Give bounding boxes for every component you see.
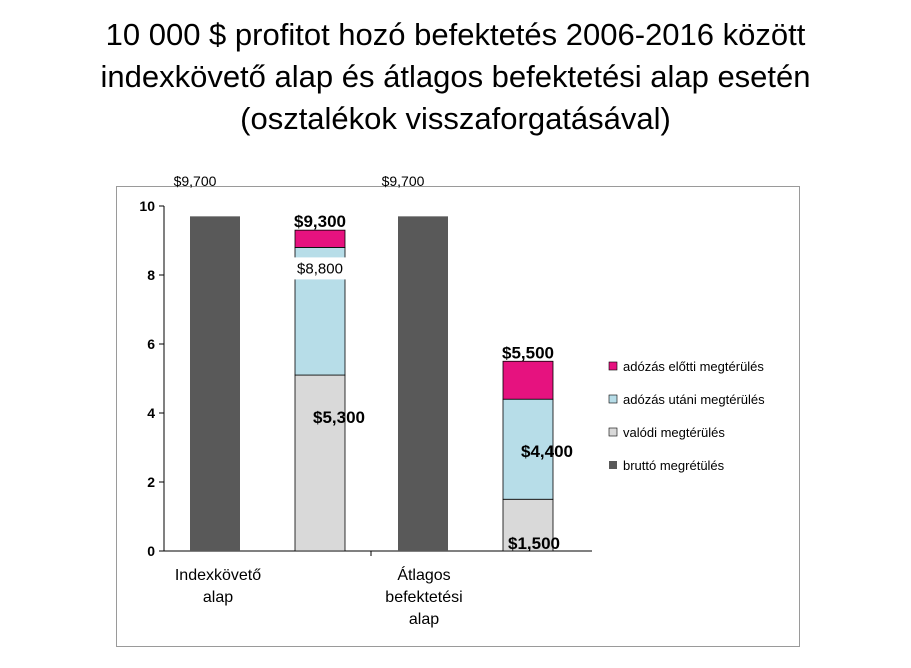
title-line-2: indexkövető alap és átlagos befektetési … bbox=[100, 59, 811, 94]
legend-swatch-valodi bbox=[608, 427, 618, 437]
legend-label: bruttó megrétülés bbox=[623, 458, 725, 473]
title-line-1: 10 000 $ profitot hozó befektetés 2006-2… bbox=[105, 17, 806, 52]
data-label: $9,300 bbox=[294, 212, 346, 231]
y-tick-label: 8 bbox=[147, 267, 155, 283]
data-label: $5,500 bbox=[502, 343, 554, 362]
bar-segment-brutto bbox=[398, 216, 448, 551]
bar-segment-valodi bbox=[294, 374, 346, 552]
x-category-label: alap bbox=[203, 589, 233, 606]
y-tick-label: 4 bbox=[147, 405, 155, 421]
bar-total-label: $9,700 bbox=[382, 173, 425, 189]
chart-title: 10 000 $ profitot hozó befektetés 2006-2… bbox=[0, 14, 911, 140]
bar-segment-brutto bbox=[190, 216, 240, 551]
y-tick-label: 6 bbox=[147, 336, 155, 352]
legend-swatch-adozas-elotti bbox=[608, 361, 618, 371]
chart-area-border bbox=[116, 186, 800, 647]
x-category-label: Átlagos bbox=[397, 565, 450, 584]
legend-label: adózás utáni megtérülés bbox=[623, 392, 765, 407]
bar-segment-valodi bbox=[502, 498, 554, 552]
y-tick-label: 0 bbox=[147, 543, 155, 559]
legend-label: valódi megtérülés bbox=[623, 425, 725, 440]
x-category-label: Indexkövető bbox=[175, 567, 261, 584]
legend-label: adózás előtti megtérülés bbox=[623, 359, 764, 374]
data-label: $4,400 bbox=[521, 442, 573, 461]
data-label: $8,800 bbox=[297, 260, 343, 277]
y-tick-label: 10 bbox=[139, 198, 155, 214]
data-label-box bbox=[291, 257, 349, 280]
data-label: $1,500 bbox=[508, 534, 560, 553]
legend-swatch-brutto bbox=[609, 461, 617, 469]
y-tick-label: 2 bbox=[147, 474, 155, 490]
bar-segment-adozas-elotti bbox=[294, 229, 346, 248]
legend-swatch-adozas-utani bbox=[608, 394, 618, 404]
title-line-3: (osztalékok visszaforgatásával) bbox=[240, 101, 671, 136]
x-category-label: alap bbox=[409, 611, 439, 628]
x-category-label: befektetési bbox=[385, 589, 462, 606]
bar-total-label: $9,700 bbox=[174, 173, 217, 189]
bar-segment-adozas-elotti bbox=[502, 360, 554, 400]
data-label: $5,300 bbox=[313, 408, 365, 427]
